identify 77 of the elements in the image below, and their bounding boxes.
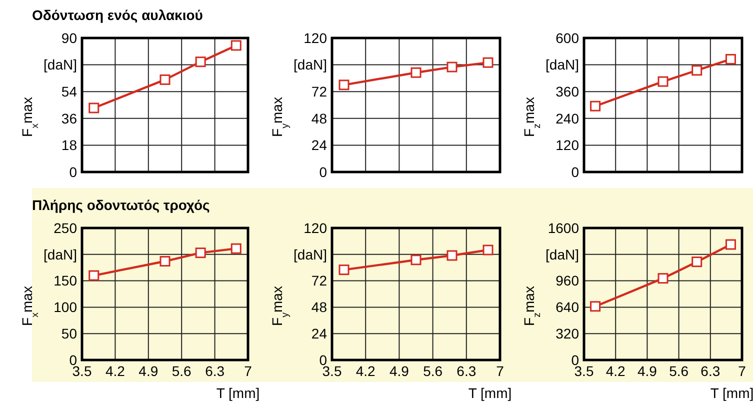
chart-title: Πλήρης οδοντωτός τροχός xyxy=(32,197,210,213)
x-axis-title: T [mm] xyxy=(468,385,512,401)
x-tick-label: 6.3 xyxy=(700,363,720,379)
point xyxy=(338,264,350,276)
point xyxy=(725,54,736,64)
point xyxy=(658,273,668,284)
y-tick-label: 48 xyxy=(311,110,328,126)
x-tick-label: 4.9 xyxy=(637,363,658,379)
x-tick-label: 6.3 xyxy=(205,363,225,379)
y-tick-label: 320 xyxy=(556,326,580,342)
x-tick-label: 6.3 xyxy=(456,363,476,379)
y-tick-label: 240 xyxy=(556,110,580,126)
y-tick-label: 18 xyxy=(61,137,78,154)
point xyxy=(88,270,100,281)
point xyxy=(482,244,494,256)
x-tick-label: 4.2 xyxy=(105,363,126,379)
y-tick-label: 0 xyxy=(571,164,580,180)
y-tick-label: 150 xyxy=(54,272,78,289)
point xyxy=(160,256,170,267)
y-tick-label: [daN] xyxy=(294,246,327,262)
y-tick-label: [daN] xyxy=(44,56,77,73)
x-axis-title: T [mm] xyxy=(710,385,753,401)
point xyxy=(195,56,206,68)
point xyxy=(160,74,170,85)
x-tick-label: 4.9 xyxy=(389,363,410,379)
point xyxy=(590,301,601,312)
x-tick-label: 5.6 xyxy=(423,363,443,379)
point xyxy=(725,239,736,250)
y-tick-label: 250 xyxy=(54,220,78,236)
y-tick-label: 0 xyxy=(69,164,78,180)
x-axis-title: T [mm] xyxy=(216,385,260,401)
y-tick-label: 120 xyxy=(304,220,328,236)
y-tick-label: 48 xyxy=(311,299,328,316)
y-tick-label: 1600 xyxy=(548,220,580,236)
y-tick-label: 72 xyxy=(311,84,328,100)
point xyxy=(590,100,601,112)
y-tick-label: 0 xyxy=(319,164,328,180)
y-tick-label: 640 xyxy=(556,299,580,316)
y-tick-label: 24 xyxy=(311,326,328,342)
y-tick-label: 960 xyxy=(556,272,580,289)
point xyxy=(195,248,206,258)
y-tick-label: [daN] xyxy=(546,246,579,262)
point xyxy=(338,80,350,90)
y-tick-label: [daN] xyxy=(546,56,579,73)
x-tick-label: 5.6 xyxy=(172,363,192,379)
point xyxy=(446,250,458,261)
y-tick-label: 54 xyxy=(61,84,78,100)
y-tick-label: 120 xyxy=(556,137,580,154)
x-tick-label: 4.9 xyxy=(138,363,158,379)
y-tick-label: 100 xyxy=(54,299,78,316)
point xyxy=(88,102,100,114)
x-tick-label: 4.2 xyxy=(356,363,376,379)
y-tick-label: 360 xyxy=(556,84,580,100)
y-tick-label: [daN] xyxy=(294,56,327,73)
x-tick-label: 7 xyxy=(496,363,504,379)
x-tick-label: 4.2 xyxy=(606,363,626,379)
point xyxy=(230,40,242,51)
x-tick-label: 7 xyxy=(738,363,746,379)
y-tick-label: 36 xyxy=(61,110,78,126)
point xyxy=(410,254,422,266)
y-tick-label: 50 xyxy=(61,326,78,342)
point xyxy=(446,62,458,72)
y-tick-label: 90 xyxy=(61,30,78,46)
point xyxy=(410,67,422,78)
point xyxy=(482,57,494,68)
x-tick-label: 7 xyxy=(244,363,252,379)
point xyxy=(658,76,668,87)
y-tick-label: [daN] xyxy=(44,246,77,262)
point xyxy=(230,243,242,254)
x-tick-label: 5.6 xyxy=(669,363,689,379)
point xyxy=(692,256,702,268)
y-tick-label: 72 xyxy=(311,272,328,289)
y-tick-label: 24 xyxy=(311,137,328,154)
point xyxy=(692,65,702,76)
y-tick-label: 600 xyxy=(556,30,580,46)
y-tick-label: 120 xyxy=(304,30,328,46)
chart-title: Οδόντωση ενός αυλακιού xyxy=(32,7,203,23)
